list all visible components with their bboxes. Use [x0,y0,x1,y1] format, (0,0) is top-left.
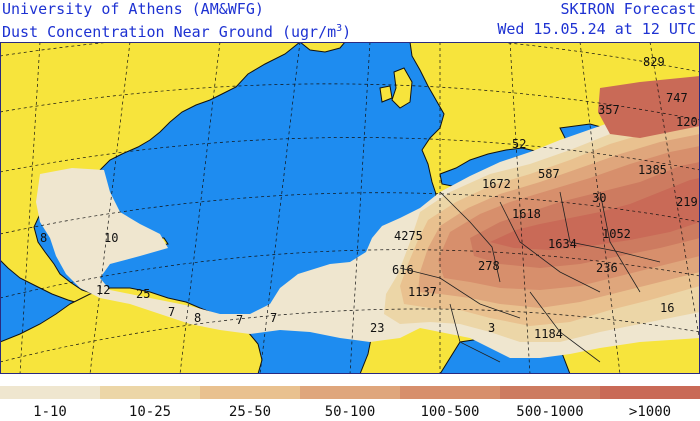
legend-swatch [500,386,600,399]
concentration-value: 23 [370,321,384,335]
legend-label: 1-10 [33,404,67,420]
dust-map: 829 747 357 120 52 1385 587 1672 30 219 1618 8 10 163… [0,42,700,374]
concentration-value: 12 [96,283,110,297]
legend-swatch [100,386,200,399]
legend-swatch [400,386,500,399]
concentration-value: 120 [676,115,698,129]
legend-label: 100-500 [420,404,480,420]
concentration-value: 52 [512,137,526,151]
color-legend: 1-10 10-25 25-50 50-100 100-500 500-1000 >1000 [0,386,700,421]
concentration-value: 30 [592,191,606,205]
concentration-value: 1618 [512,207,541,221]
concentration-value: 357 [598,103,620,117]
legend-label: >1000 [628,404,672,420]
valid-time: Wed 15.05.24 at 12 UTC [497,20,696,38]
legend-label: 50-100 [324,404,376,420]
concentration-value: 278 [478,259,500,273]
concentration-value: 7 [270,311,277,325]
concentration-value: 1052 [602,227,631,241]
concentration-value: 1385 [638,163,667,177]
concentration-value: 8 [194,311,201,325]
concentration-value: 10 [104,231,118,245]
dust-level-over-1000 [490,178,700,250]
dust-plume [36,76,700,358]
concentration-value: 1137 [408,285,437,299]
greenland-land [299,42,346,53]
concentration-value: 8 [40,231,47,245]
concentration-value: 25 [136,287,150,301]
legend-swatch [600,386,700,399]
product-title-text: Dust Concentration Near Ground (ugr/m [2,23,337,41]
concentration-value: 616 [392,263,414,277]
concentration-value: 829 [643,55,665,69]
concentration-value: 747 [666,91,688,105]
concentration-value: 219 [676,195,698,209]
concentration-value: 3 [488,321,495,335]
concentration-value: 1184 [534,327,563,341]
concentration-value: 7 [236,313,243,327]
concentration-value: 236 [596,261,618,275]
legend-swatch [300,386,400,399]
institution-title: University of Athens (AM&WFG) [2,0,264,18]
ireland-land [379,85,393,103]
product-title-suffix: ) [342,23,352,41]
dust-patch-mideast [598,76,700,138]
concentration-value: 16 [660,301,674,315]
concentration-value: 7 [168,305,175,319]
forecast-title: SKIRON Forecast [560,0,696,18]
legend-label: 10-25 [128,404,172,420]
legend-swatch [0,386,100,399]
product-title: Dust Concentration Near Ground (ugr/m3) [2,20,351,41]
concentration-value: 587 [538,167,560,181]
legend-label: 25-50 [228,404,272,420]
british-isles-land [391,67,413,109]
graticule [0,42,700,374]
concentration-value: 1672 [482,177,511,191]
legend-swatch [200,386,300,399]
unit-exponent: 3 [336,23,343,34]
concentration-value: 1634 [548,237,577,251]
legend-label: 500-1000 [516,404,584,420]
concentration-value: 4275 [394,229,423,243]
